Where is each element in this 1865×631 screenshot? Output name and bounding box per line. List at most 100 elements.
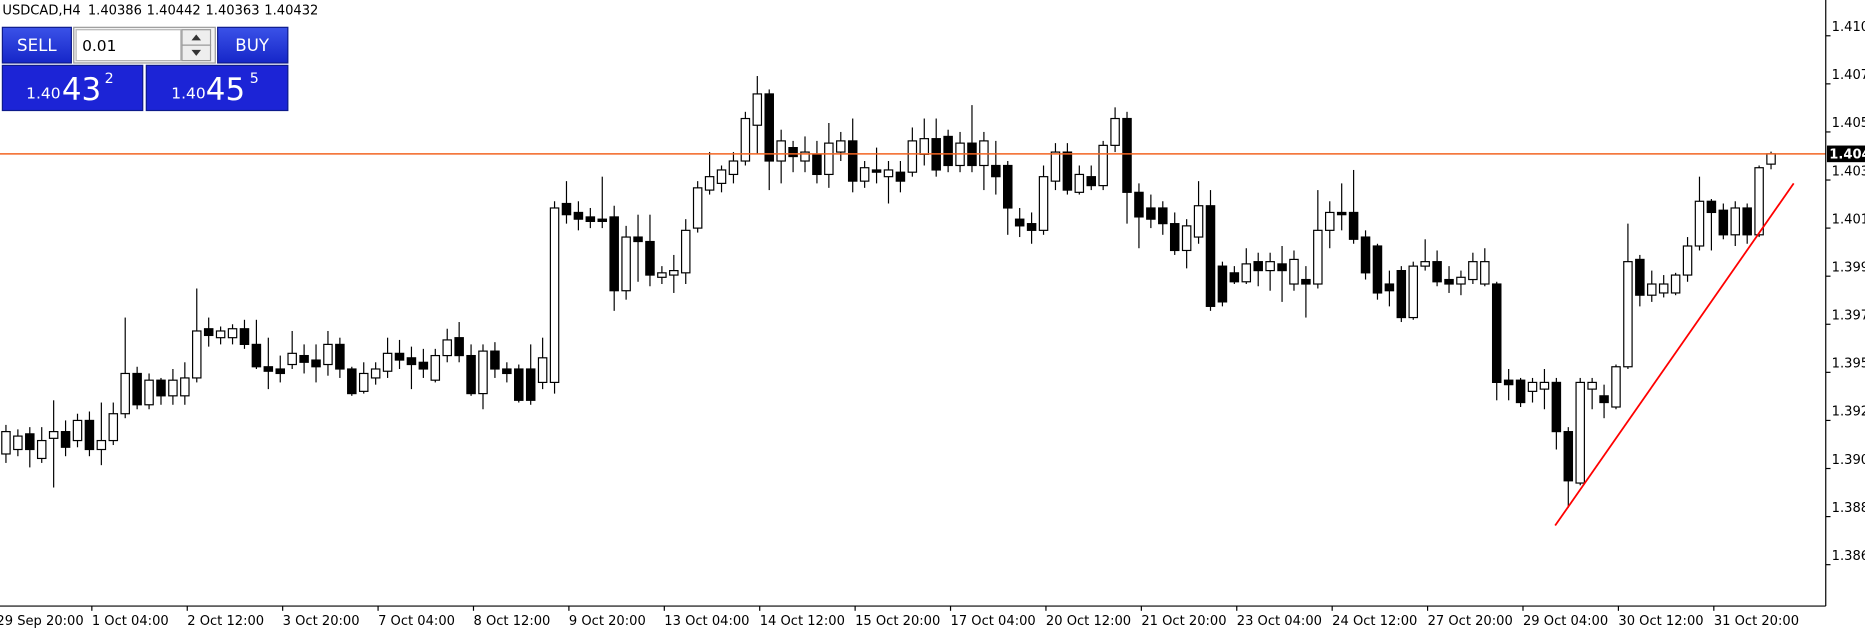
bear-candle — [1026, 223, 1037, 231]
bull-candle — [442, 339, 452, 357]
bear-candle — [1277, 263, 1287, 272]
bull-candle — [1611, 366, 1621, 408]
bear-candle — [597, 218, 608, 222]
sell-label[interactable]: SELL — [17, 36, 57, 55]
bull-candle — [1193, 205, 1204, 238]
bull-candle — [883, 169, 894, 178]
bull-candle — [919, 138, 930, 155]
bull-candle — [1050, 151, 1061, 182]
bear-candle — [1742, 207, 1752, 236]
bear-candle — [84, 419, 95, 451]
bear-candle — [633, 236, 643, 243]
y-tick-label: 1.410 — [1832, 20, 1865, 35]
bull-candle — [824, 142, 834, 176]
bear-candle — [203, 328, 214, 337]
bull-candle — [836, 140, 846, 153]
x-tick-label: 29 Sep 20:00 — [0, 614, 84, 629]
y-tick-label: 1.392 — [1832, 405, 1865, 420]
bear-candle — [490, 350, 500, 370]
buy-price-big[interactable]: 45 — [206, 72, 245, 108]
buy-price-small[interactable]: 5 — [250, 71, 259, 87]
buy-price-box[interactable] — [145, 64, 289, 112]
bear-candle — [1718, 209, 1729, 236]
bear-candle — [1158, 207, 1168, 225]
bull-candle — [1110, 117, 1120, 146]
bear-candle — [1229, 272, 1240, 283]
x-tick-label: 14 Oct 12:00 — [760, 614, 845, 629]
bear-candle — [1217, 265, 1228, 303]
bull-candle — [1074, 173, 1085, 193]
bear-candle — [239, 328, 250, 345]
bear-candle — [943, 135, 953, 167]
bear-candle — [895, 171, 906, 182]
bear-candle — [156, 379, 166, 397]
y-tick-label: 1.403 — [1832, 164, 1865, 179]
buy-price-prefix[interactable]: 1.40 — [171, 85, 205, 103]
bull-candle — [800, 151, 810, 162]
y-tick-label: 1.407 — [1832, 68, 1865, 83]
bear-candle — [1014, 218, 1025, 227]
bear-candle — [991, 164, 1001, 178]
bull-candle — [478, 350, 488, 395]
sell-price-big[interactable]: 43 — [62, 72, 101, 108]
bull-candle — [1325, 211, 1335, 231]
x-tick-label: 30 Oct 12:00 — [1618, 614, 1703, 629]
bull-candle — [1181, 225, 1192, 252]
bull-candle — [287, 352, 297, 366]
down-arrow — [191, 49, 202, 56]
sell-button[interactable] — [1, 26, 72, 64]
buy-label[interactable]: BUY — [235, 36, 270, 55]
bear-candle — [335, 343, 345, 370]
buy-button[interactable] — [217, 26, 289, 64]
bull-candle — [96, 439, 107, 451]
bear-candle — [1146, 207, 1156, 220]
bear-candle — [812, 153, 822, 176]
bear-candle — [573, 211, 584, 220]
bear-candle — [1169, 223, 1180, 252]
bear-candle — [1515, 379, 1526, 404]
x-tick-label: 23 Oct 04:00 — [1237, 614, 1322, 629]
x-tick-label: 24 Oct 12:00 — [1332, 614, 1417, 629]
bull-candle — [430, 354, 441, 381]
header-close: 1.40432 — [264, 3, 318, 18]
last-price-label: 1.404 — [1829, 148, 1865, 163]
header-low: 1.40363 — [205, 3, 259, 18]
header-high: 1.40442 — [147, 3, 201, 18]
sell-price-prefix[interactable]: 1.40 — [26, 85, 60, 103]
bull-candle — [1408, 265, 1419, 319]
bull-candle — [859, 167, 870, 182]
bull-candle — [1289, 258, 1299, 285]
bear-candle — [1384, 283, 1395, 292]
last-price-box — [1826, 145, 1865, 163]
bull-candle — [120, 372, 130, 415]
bear-candle — [1551, 381, 1562, 433]
up-arrow — [191, 34, 202, 41]
y-tick-label: 1.399 — [1832, 260, 1865, 275]
bear-candle — [263, 366, 274, 372]
bull-candle — [1682, 245, 1693, 276]
bull-candle — [704, 176, 715, 191]
bear-candle — [1360, 236, 1371, 274]
bear-candle — [847, 140, 858, 182]
bull-candle — [382, 352, 393, 372]
x-tick-label: 3 Oct 20:00 — [283, 614, 360, 629]
bear-candle — [1002, 164, 1013, 209]
lot-input[interactable] — [75, 29, 182, 62]
sell-price-small[interactable]: 2 — [105, 71, 114, 87]
y-tick-label: 1.395 — [1832, 357, 1865, 372]
bull-candle — [168, 379, 178, 397]
x-tick-label: 7 Oct 04:00 — [378, 614, 455, 629]
x-tick-label: 27 Oct 20:00 — [1428, 614, 1513, 629]
bull-candle — [36, 439, 47, 460]
bull-candle — [728, 160, 739, 176]
bear-candle — [394, 352, 405, 361]
bear-candle — [466, 354, 476, 395]
bull-candle — [192, 330, 202, 379]
lot-value[interactable]: 0.01 — [82, 37, 116, 55]
x-tick-label: 13 Oct 04:00 — [664, 614, 749, 629]
bear-candle — [454, 337, 464, 357]
sell-price-box[interactable] — [1, 64, 144, 112]
bull-candle — [621, 236, 631, 292]
bull-candle — [215, 330, 226, 339]
